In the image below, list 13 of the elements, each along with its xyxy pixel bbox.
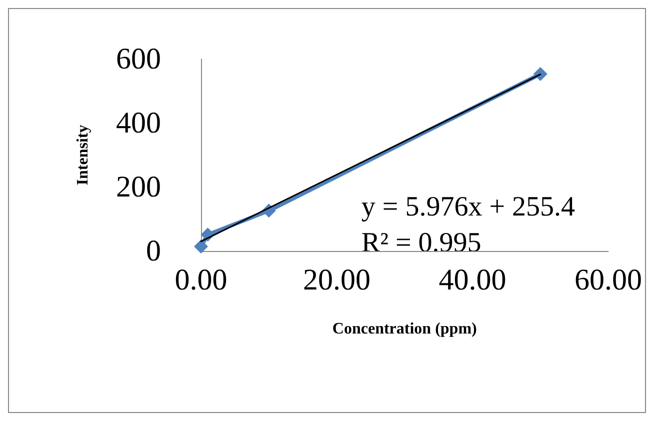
x-tick-label: 20.00	[303, 264, 370, 296]
x-tick-label: 0.00	[174, 264, 228, 296]
y-axis-title: Intensity	[74, 124, 92, 186]
x-tick-label: 40.00	[438, 264, 506, 296]
y-tick-label: 200	[116, 170, 161, 204]
point	[533, 67, 548, 82]
x-axis-title: Concentration (ppm)	[332, 320, 477, 338]
y-tick-label: 400	[116, 106, 161, 140]
y-tick-label: 600	[116, 42, 161, 76]
x-tick-label: 60.00	[574, 264, 642, 296]
point	[194, 240, 208, 254]
y-tick-label: 0	[146, 234, 161, 268]
annotation: y = 5.976x + 255.4 R² = 0.995	[361, 192, 576, 258]
